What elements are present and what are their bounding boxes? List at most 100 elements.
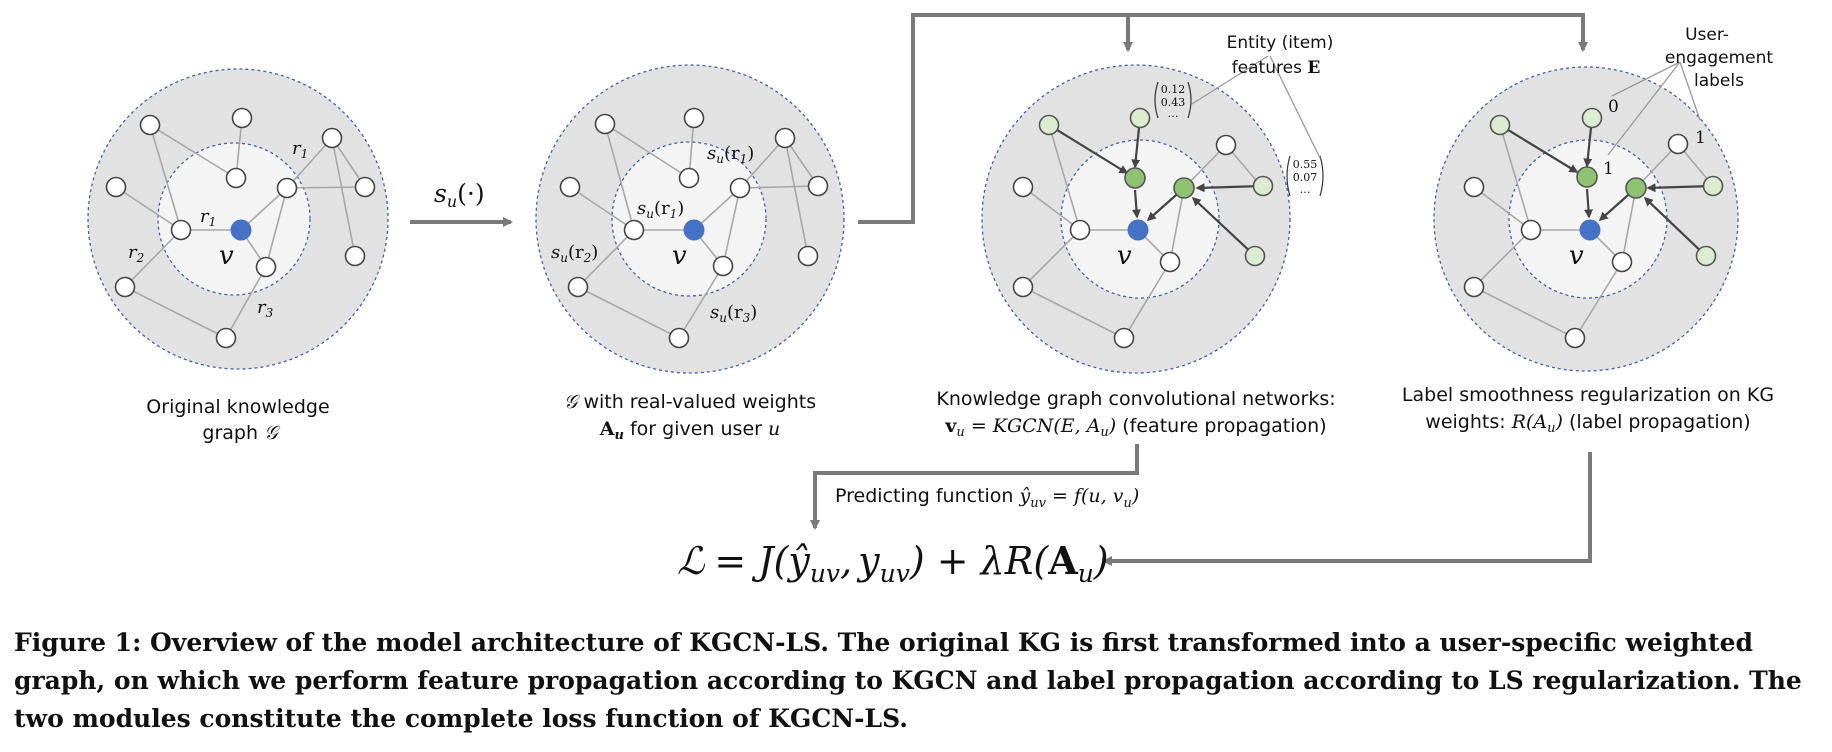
hop1-entity-node — [1173, 177, 1195, 199]
regularizer-connector — [1102, 452, 1592, 566]
graph-node — [729, 177, 751, 199]
graph-node — [114, 276, 136, 298]
feature-vector-1: 0.12 0.43 … — [1154, 81, 1192, 120]
leaf-entity-node — [1252, 175, 1274, 197]
loss-function: ℒ = J(ŷuv, yuv) + λR(Au) — [677, 538, 1109, 588]
graph-node — [1463, 276, 1485, 298]
graph-node — [139, 114, 161, 136]
panel-weighted-caption-line2: Au for given user u — [599, 418, 781, 443]
user-labels-line1: User- — [1685, 25, 1729, 45]
panel-original-graph: v r1 r1 r2 r3 Original knowledge graph 𝒢 — [87, 68, 389, 444]
center-node — [230, 219, 252, 241]
entity-features-label-line1: Entity (item) — [1227, 33, 1334, 53]
graph-node — [678, 167, 700, 189]
panel-kgcn-caption-line1: Knowledge graph convolutional networks: — [936, 388, 1335, 410]
vector-value: 0.43 — [1161, 96, 1186, 109]
feature-vector-2: 0.55 0.07 … — [1286, 155, 1324, 197]
panel-ls-caption-line1: Label smoothness regularization on KG — [1402, 384, 1774, 406]
graph-node — [1113, 327, 1135, 349]
transform-arrow-label: su(·) — [434, 179, 485, 211]
relation-label-r2: r2 — [128, 242, 144, 265]
predicting-function-label: Predicting function ŷuv = f(u, vu) — [835, 485, 1139, 511]
user-labels-line3: labels — [1694, 71, 1744, 91]
weight-label-r2: su(r2) — [551, 242, 598, 265]
graph-node — [231, 107, 253, 129]
weight-label-r3: su(r3) — [710, 302, 757, 325]
graph-node — [225, 167, 247, 189]
feature-nodes — [1038, 107, 1274, 267]
center-label: v — [1569, 241, 1584, 271]
graph-nodes — [559, 107, 829, 349]
vector-value: 0.12 — [1161, 83, 1186, 96]
figure-caption: Figure 1: Overview of the model architec… — [14, 628, 1802, 733]
graph-node — [797, 245, 819, 267]
leaf-entity-node — [1244, 245, 1266, 267]
architecture-diagram: v r1 r1 r2 r3 Original knowledge graph 𝒢… — [87, 13, 1774, 588]
graph-node — [559, 176, 581, 198]
graph-node — [1069, 219, 1091, 241]
branch-connector — [858, 13, 1588, 224]
graph-node — [1520, 219, 1542, 241]
user-callout-lines — [1607, 61, 1701, 156]
labeled-leaf-node — [1489, 114, 1511, 136]
transform-arrow: su(·) — [410, 179, 513, 227]
vector-value: … — [1168, 107, 1179, 120]
vector-value: 0.55 — [1293, 158, 1318, 171]
graph-node — [1463, 176, 1485, 198]
graph-nodes — [1012, 134, 1237, 349]
panel-kgcn: v 0.12 0.43 … 0.55 0.07 … Entity (item) … — [936, 33, 1335, 440]
graph-node — [170, 219, 192, 241]
relation-label-r1-outer: r1 — [292, 138, 308, 161]
panel-weighted-graph: v su(r1) su(r1) su(r2) su(r3) 𝒢 with rea… — [535, 64, 845, 443]
panel-kgcn-caption-line2: vu = KGCN(E, Au) (feature propagation) — [944, 415, 1326, 440]
leaf-entity-node — [1038, 114, 1060, 136]
graph-node — [594, 113, 616, 135]
graph-node — [354, 176, 376, 198]
panel-weighted-caption-line1: 𝒢 with real-valued weights — [564, 391, 816, 413]
entity-callout-lines — [1191, 55, 1321, 159]
weight-label-inner: su(r1) — [637, 198, 684, 221]
graph-node — [774, 127, 796, 149]
center-node — [683, 219, 705, 241]
hop1-labeled-node — [1625, 177, 1647, 199]
engagement-label-1: 1 — [1695, 128, 1706, 148]
graph-node — [712, 255, 734, 277]
labeled-leaf-node — [1695, 245, 1717, 267]
center-node — [1579, 219, 1601, 241]
relation-label-r3: r3 — [257, 297, 274, 320]
entity-features-label-line2: features E — [1232, 58, 1321, 78]
graph-node — [1012, 276, 1034, 298]
graph-node — [1564, 327, 1586, 349]
center-label: v — [672, 241, 687, 271]
vector-value: … — [1300, 183, 1311, 196]
graph-node — [1215, 134, 1237, 156]
center-label: v — [1117, 241, 1132, 271]
hop1-labeled-node — [1576, 166, 1598, 188]
leaf-entity-node — [1129, 107, 1151, 129]
labeled-leaf-node — [1702, 175, 1724, 197]
graph-node — [807, 175, 829, 197]
panel-label-smoothness: v 0 1 1 User- engagement labels Label sm… — [1402, 25, 1774, 436]
user-labels-line2: engagement — [1665, 48, 1773, 68]
labeled-leaf-node — [1581, 107, 1603, 129]
panel-original-caption-line2: graph 𝒢 — [202, 422, 281, 444]
graph-node — [276, 177, 298, 199]
graph-node — [683, 107, 705, 129]
graph-node — [1159, 251, 1181, 273]
graph-node — [668, 327, 690, 349]
graph-node — [1667, 133, 1689, 155]
graph-nodes — [105, 107, 376, 349]
panel-ls-caption-line2: weights: R(Au) (label propagation) — [1425, 411, 1750, 436]
graph-node — [105, 176, 127, 198]
vector-value: 0.07 — [1293, 171, 1318, 184]
weight-label-outer: su(r1) — [707, 143, 754, 166]
center-label: v — [219, 241, 234, 271]
graph-nodes — [1463, 133, 1689, 349]
inner-disc — [157, 142, 311, 296]
graph-node — [255, 256, 277, 278]
graph-node — [344, 245, 366, 267]
graph-node — [623, 219, 645, 241]
graph-node — [1012, 176, 1034, 198]
inner-disc — [1060, 139, 1220, 299]
engagement-label-0: 0 — [1608, 97, 1619, 117]
